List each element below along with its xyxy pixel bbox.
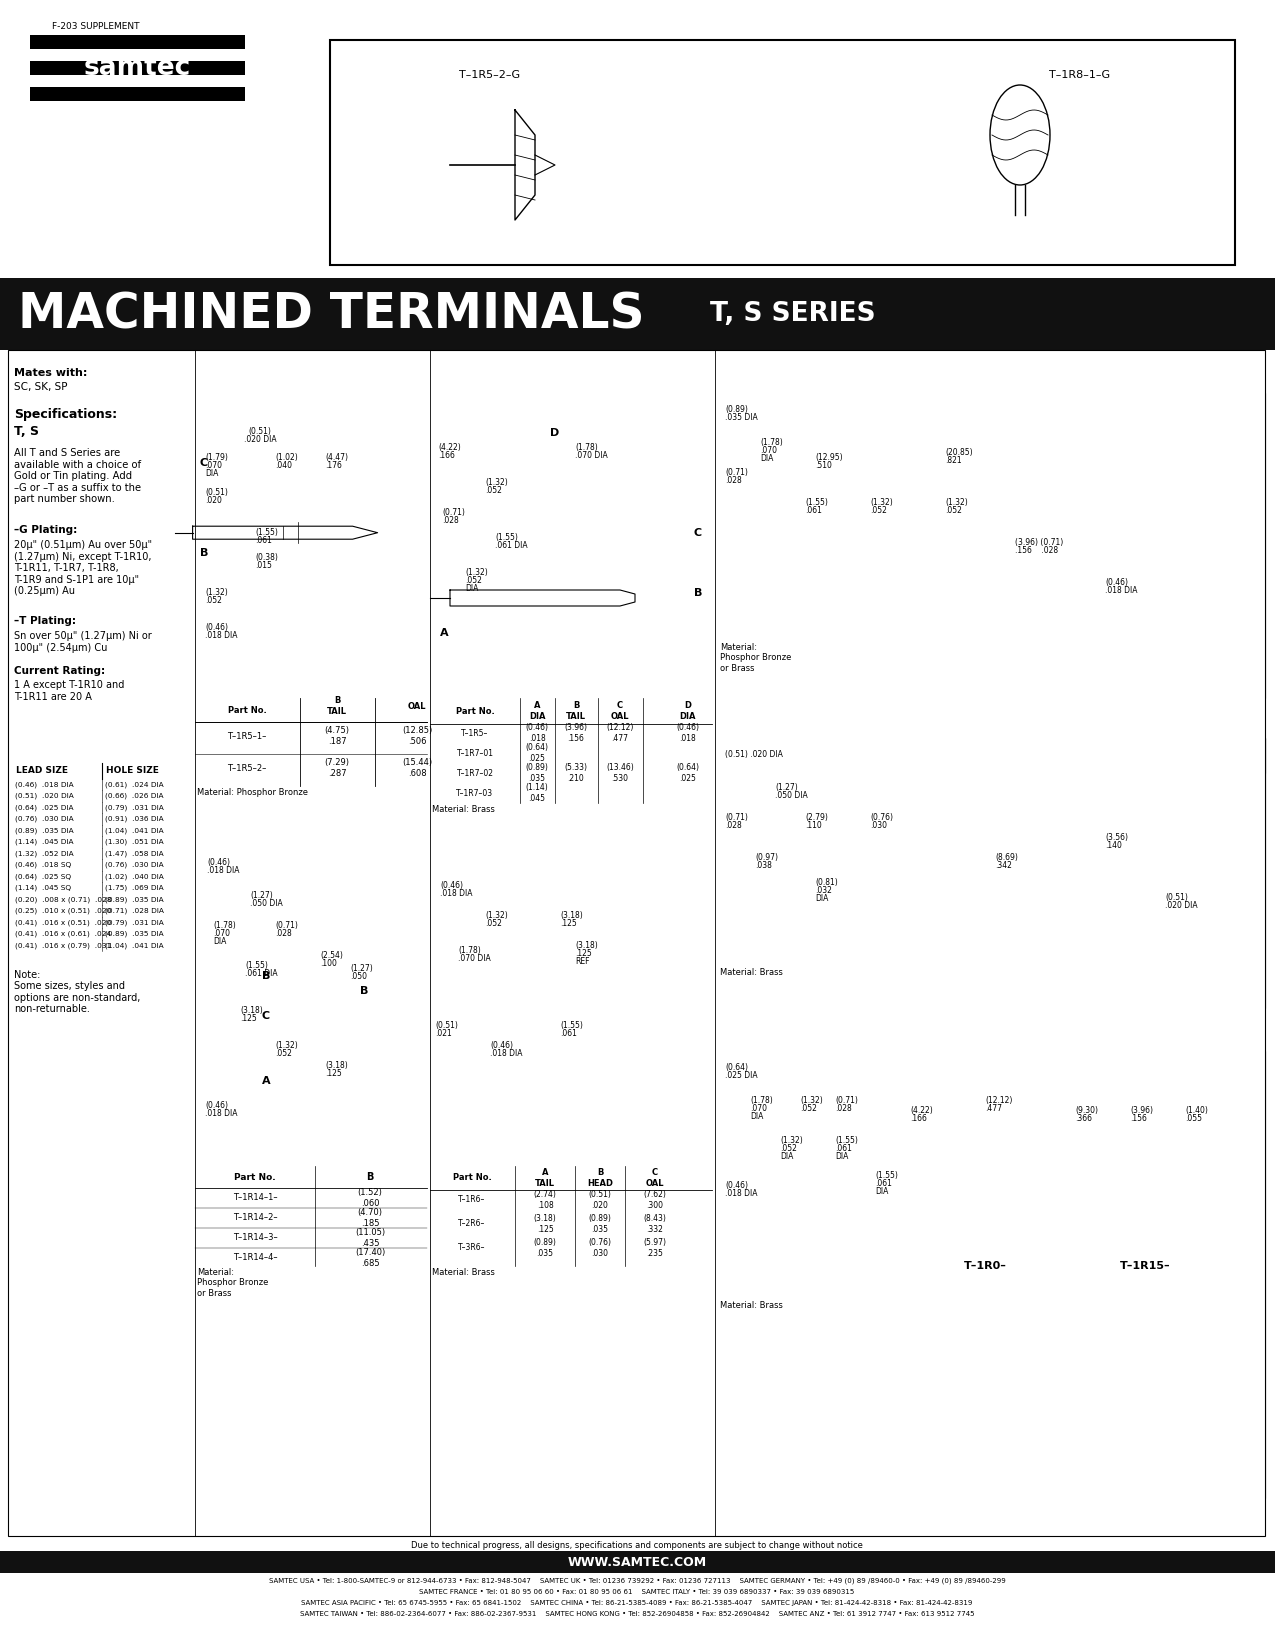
Text: –G Plating:: –G Plating:: [14, 525, 78, 535]
Text: T–1R14–3–: T–1R14–3–: [232, 1233, 278, 1243]
Text: B
TAIL: B TAIL: [326, 697, 347, 715]
Text: (0.89)
.035: (0.89) .035: [589, 1213, 612, 1233]
Text: SAMTEC ASIA PACIFIC • Tel: 65 6745-5955 • Fax: 65 6841-1502    SAMTEC CHINA • Te: SAMTEC ASIA PACIFIC • Tel: 65 6745-5955 …: [301, 1600, 973, 1606]
Text: T–3R6–: T–3R6–: [458, 1243, 486, 1253]
Bar: [11, 763, 190, 779]
Text: (3.96)
.156: (3.96) .156: [565, 723, 588, 743]
Text: DIA: DIA: [815, 893, 829, 903]
Text: 1 A except T-1R10 and
T-1R11 are 20 A: 1 A except T-1R10 and T-1R11 are 20 A: [14, 680, 125, 702]
Bar: [11, 826, 190, 837]
Text: .052: .052: [275, 1048, 292, 1058]
Text: (0.46)
.018: (0.46) .018: [677, 723, 700, 743]
Bar: [715, 738, 1265, 773]
Text: .070: .070: [750, 1105, 768, 1113]
Text: Material: Brass: Material: Brass: [432, 806, 495, 814]
Text: Specifications:: Specifications:: [14, 408, 117, 421]
Text: (0.64)  .025 SQ: (0.64) .025 SQ: [15, 873, 71, 880]
Text: (4.22): (4.22): [439, 442, 460, 452]
Text: (8.69): (8.69): [994, 854, 1017, 862]
Bar: [715, 1014, 1265, 1052]
Text: (15.44)
.608: (15.44) .608: [402, 758, 432, 778]
Text: .140: .140: [1105, 840, 1122, 850]
Text: (0.71): (0.71): [835, 1096, 858, 1105]
Text: .020 DIA: .020 DIA: [1165, 901, 1197, 910]
Text: (11.05)
.435: (11.05) .435: [354, 1228, 385, 1248]
Text: .166: .166: [439, 451, 455, 461]
Text: (0.79)  .031 DIA: (0.79) .031 DIA: [105, 920, 163, 926]
Text: .070: .070: [760, 446, 776, 456]
Text: (12.12)
.477: (12.12) .477: [607, 723, 634, 743]
Text: (3.56): (3.56): [1105, 834, 1128, 842]
Text: (1.27): (1.27): [775, 783, 798, 792]
Text: (0.76): (0.76): [870, 812, 892, 822]
Text: .050: .050: [351, 972, 367, 981]
Text: .018 DIA: .018 DIA: [207, 867, 240, 875]
Text: A
TAIL: A TAIL: [536, 1169, 555, 1187]
Text: B: B: [360, 986, 368, 996]
Text: .025 DIA: .025 DIA: [725, 1071, 757, 1080]
Text: (0.46): (0.46): [205, 622, 228, 632]
Text: T–1R14–: T–1R14–: [277, 819, 346, 834]
Text: (0.46)  .018 SQ: (0.46) .018 SQ: [15, 862, 71, 868]
Text: (1.32): (1.32): [484, 479, 507, 487]
Text: T–1R7–01: T–1R7–01: [456, 748, 493, 758]
Text: Material:
Phosphor Bronze
or Brass: Material: Phosphor Bronze or Brass: [720, 642, 792, 674]
Text: (1.32): (1.32): [945, 499, 968, 507]
Text: (1.78): (1.78): [750, 1096, 773, 1105]
Text: .015: .015: [255, 561, 272, 570]
Text: Due to technical progress, all designs, specifications and components are subjec: Due to technical progress, all designs, …: [411, 1540, 863, 1550]
Bar: [11, 893, 190, 905]
Text: (0.64)  .025 DIA: (0.64) .025 DIA: [15, 804, 74, 811]
Text: LEAD SIZE: LEAD SIZE: [17, 766, 68, 774]
Text: .477: .477: [986, 1105, 1002, 1113]
Text: (1.32): (1.32): [799, 1096, 822, 1105]
Text: Sn over 50μ" (1.27μm) Ni or
100μ" (2.54μm) Cu: Sn over 50μ" (1.27μm) Ni or 100μ" (2.54μ…: [14, 631, 152, 652]
Text: (0.38): (0.38): [255, 553, 278, 561]
Text: (0.20)  .008 x (0.71)  .028: (0.20) .008 x (0.71) .028: [15, 896, 112, 903]
Text: DIA: DIA: [780, 1152, 793, 1161]
Text: .028: .028: [442, 517, 459, 525]
Text: (0.71): (0.71): [442, 509, 465, 517]
Text: (0.46): (0.46): [207, 859, 230, 867]
Text: (0.46): (0.46): [1105, 578, 1128, 588]
Text: .020 DIA: .020 DIA: [244, 434, 277, 444]
Text: (9.30): (9.30): [1075, 1106, 1098, 1114]
Text: .052: .052: [484, 485, 502, 495]
Text: .342: .342: [994, 862, 1012, 870]
Text: Material: Brass: Material: Brass: [720, 1301, 783, 1309]
Text: .125: .125: [240, 1014, 256, 1024]
Text: .018 DIA: .018 DIA: [205, 631, 237, 641]
Text: (3.18)
.125: (3.18) .125: [534, 1213, 556, 1233]
Text: (0.25)  .010 x (0.51)  .020: (0.25) .010 x (0.51) .020: [15, 908, 111, 915]
Text: (3.18): (3.18): [560, 911, 583, 920]
Bar: [11, 849, 190, 860]
Text: (3.96): (3.96): [1130, 1106, 1153, 1114]
Text: (0.76)  .030 DIA: (0.76) .030 DIA: [105, 862, 163, 868]
Text: (3.18): (3.18): [325, 1062, 348, 1070]
Text: (0.64): (0.64): [725, 1063, 748, 1071]
Bar: [11, 791, 190, 802]
Text: .021: .021: [435, 1029, 451, 1038]
Text: .070 DIA: .070 DIA: [575, 451, 608, 461]
Text: B
TAIL: B TAIL: [566, 702, 586, 721]
Text: (1.78): (1.78): [458, 946, 481, 954]
Text: (1.14)  .045 SQ: (1.14) .045 SQ: [15, 885, 71, 892]
Text: C
OAL: C OAL: [645, 1169, 664, 1187]
Bar: [195, 413, 427, 698]
Text: (1.78): (1.78): [760, 438, 783, 447]
Text: B: B: [694, 588, 703, 598]
Text: .110: .110: [805, 821, 822, 830]
Bar: [31, 88, 245, 101]
Text: (1.79): (1.79): [205, 452, 228, 462]
Text: (0.89)  .035 DIA: (0.89) .035 DIA: [105, 896, 163, 903]
Text: T–1R14–2–: T–1R14–2–: [232, 1213, 278, 1222]
Text: F-203 SUPPLEMENT: F-203 SUPPLEMENT: [52, 21, 139, 31]
Text: .028: .028: [835, 1105, 852, 1113]
Text: (2.54): (2.54): [320, 951, 343, 959]
Text: T–1R0–: T–1R0–: [964, 1261, 1006, 1271]
Text: D
DIA: D DIA: [680, 702, 696, 721]
Text: (4.47): (4.47): [325, 452, 348, 462]
Text: DIA: DIA: [750, 1113, 764, 1121]
Text: .052: .052: [870, 505, 887, 515]
Text: (1.32): (1.32): [275, 1042, 298, 1050]
